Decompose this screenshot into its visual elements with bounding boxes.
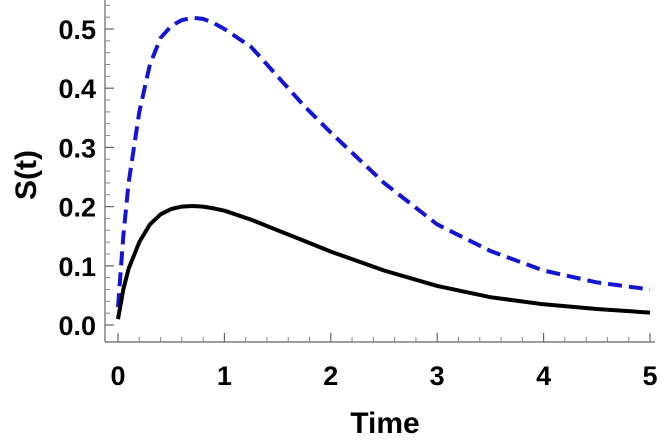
x-axis-label: Time [350,407,419,440]
x-tick-label: 3 [430,361,445,391]
axes [104,0,655,343]
x-tick-label: 5 [642,361,657,391]
x-tick-label: 0 [110,361,125,391]
y-axis-label: S(t) [10,150,43,200]
y-tick-label: 0.4 [58,74,96,104]
series-solid-line [116,204,651,320]
x-tick-label: 1 [217,361,232,391]
y-tick-label: 0.0 [58,311,96,341]
series-layer [116,15,651,320]
x-tick-label: 2 [323,361,338,391]
series-dashed-line [116,15,651,308]
y-tick-label: 0.5 [58,15,96,45]
y-tick-label: 0.2 [58,193,96,223]
x-tick-label: 4 [536,361,551,391]
y-tick-label: 0.1 [58,252,96,282]
ticks-layer: 0 1 2 3 4 5 0.0 0.1 0.2 0.3 0.4 0.5 [58,4,658,391]
y-tick-label: 0.3 [58,133,96,163]
